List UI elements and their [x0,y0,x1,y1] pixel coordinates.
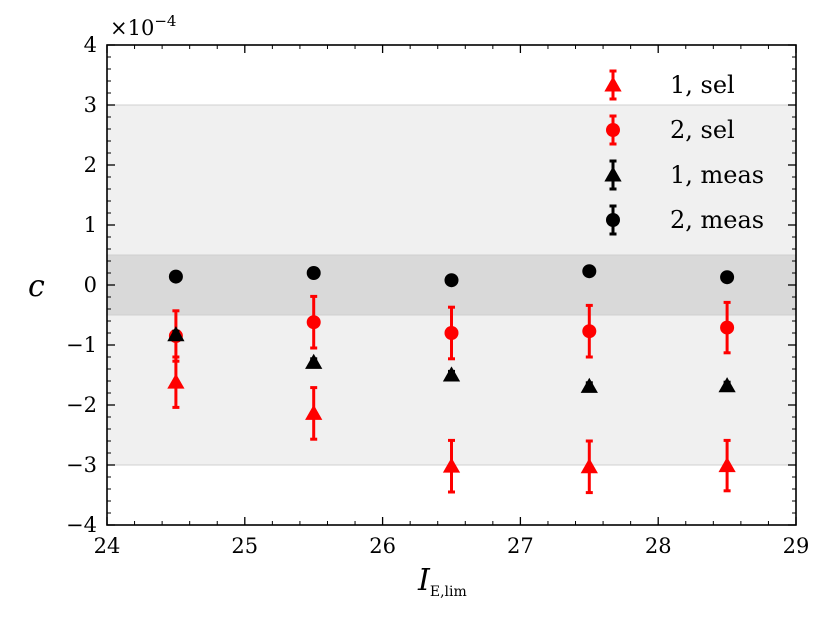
y-exponent-label: ×10−4 [110,12,176,40]
x-axis-label-sub: E,lim [430,584,467,600]
y-tick-label: −4 [66,513,97,537]
y-tick-label: 0 [84,273,97,297]
data-point [305,404,323,420]
legend-marker [604,166,622,182]
y-tick-label: 2 [84,153,97,177]
y-exponent-power: −4 [154,12,176,30]
data-point [444,273,459,288]
x-tick-label: 26 [369,534,396,558]
data-point [580,458,598,474]
x-tick-label: 27 [507,534,534,558]
data-point [167,326,185,342]
plot-frame [106,44,797,526]
y-tick-label: 1 [84,213,97,237]
data-point [442,366,461,382]
legend-label: 1, meas [670,161,764,189]
data-point [168,269,183,284]
y-tick-label: −2 [66,393,97,417]
data-layer [167,264,736,495]
x-tick-label: 25 [231,534,258,558]
data-point [306,266,321,280]
data-point [582,324,597,339]
legend-marker [604,76,622,92]
series-1 [168,294,735,363]
legend-label: 2, meas [670,206,764,234]
y-exponent-base: ×10 [110,16,154,40]
data-point [580,377,598,393]
data-point [167,373,185,389]
series-2 [167,326,736,393]
data-point [718,456,736,473]
y-tick-label: −1 [66,333,97,357]
bands-layer [107,104,796,466]
y-tick-label: −3 [66,453,97,477]
data-point [718,377,736,393]
legend: 1, sel 2, sel 1, meas 2, meas [604,69,764,236]
data-point [444,326,459,340]
data-point [720,270,735,285]
y-axis-label: c [28,269,45,304]
legend-label: 2, sel [670,116,735,144]
series-0 [167,355,736,495]
data-point [306,315,321,330]
data-point [305,353,323,369]
x-axis-label-main: I [417,563,431,598]
legend-label: 1, sel [670,71,735,99]
y-tick-label: 4 [84,33,97,57]
data-point [582,264,597,279]
series-3 [168,264,735,288]
y-tick-label: 3 [84,93,97,117]
x-tick-label: 28 [645,534,672,558]
ticks-layer: 24 25 26 27 28 29 −4 −3 −2 −1 0 1 2 3 4 [66,33,809,558]
data-point [442,457,461,473]
data-point [720,320,735,335]
x-tick-label: 24 [94,534,121,558]
x-axis-label: IE,lim [417,563,467,600]
legend-marker [606,213,620,227]
x-tick-label: 29 [783,534,810,558]
legend-marker [606,123,620,137]
